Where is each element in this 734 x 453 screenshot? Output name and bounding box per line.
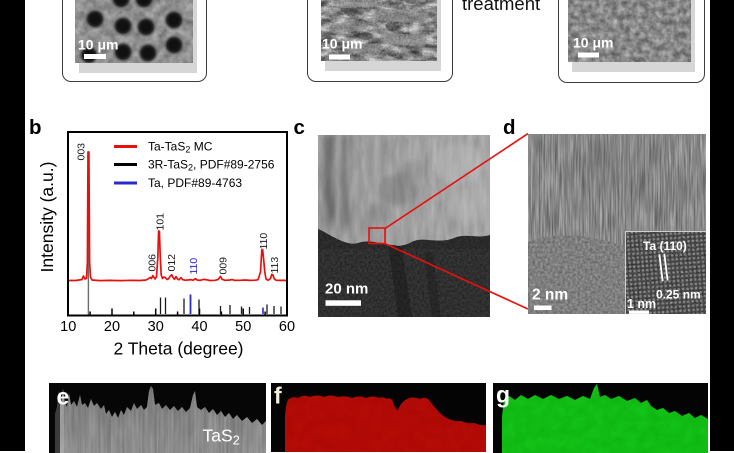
svg-text:110: 110 — [188, 258, 200, 275]
svg-text:2 Theta (degree): 2 Theta (degree) — [113, 339, 243, 359]
svg-text:012: 012 — [166, 254, 178, 272]
svg-text:3R-TaS2, PDF#89-2756: 3R-TaS2, PDF#89-2756 — [148, 158, 275, 173]
svg-text:60: 60 — [279, 319, 295, 335]
svg-text:f: f — [274, 383, 282, 409]
svg-text:50: 50 — [235, 319, 251, 335]
svg-text:2 nm: 2 nm — [532, 287, 568, 304]
svg-text:009: 009 — [217, 257, 229, 275]
svg-text:40: 40 — [191, 319, 207, 335]
svg-text:10: 10 — [60, 319, 76, 335]
svg-text:e: e — [57, 384, 70, 410]
svg-text:Ta (110): Ta (110) — [643, 239, 687, 253]
svg-text:TaS2: TaS2 — [203, 426, 240, 448]
svg-text:006: 006 — [147, 254, 159, 272]
svg-text:30: 30 — [148, 319, 164, 335]
svg-text:Ta, PDF#89-4763: Ta, PDF#89-4763 — [148, 176, 242, 190]
svg-text:1 nm: 1 nm — [627, 297, 656, 311]
svg-text:10 μm: 10 μm — [322, 36, 362, 52]
svg-text:110: 110 — [258, 233, 270, 250]
svg-text:101: 101 — [154, 213, 166, 231]
svg-text:20 nm: 20 nm — [325, 281, 368, 298]
svg-text:10 μm: 10 μm — [573, 35, 613, 51]
svg-text:g: g — [496, 383, 510, 407]
svg-text:Intensity (a.u.): Intensity (a.u.) — [40, 162, 57, 273]
svg-text:0.25 nm: 0.25 nm — [656, 288, 701, 302]
svg-text:003: 003 — [76, 143, 88, 161]
svg-text:10 μm: 10 μm — [78, 37, 118, 53]
svg-text:113: 113 — [269, 257, 281, 274]
svg-text:Ta-TaS2 MC: Ta-TaS2 MC — [148, 140, 213, 155]
svg-text:20: 20 — [104, 319, 120, 335]
